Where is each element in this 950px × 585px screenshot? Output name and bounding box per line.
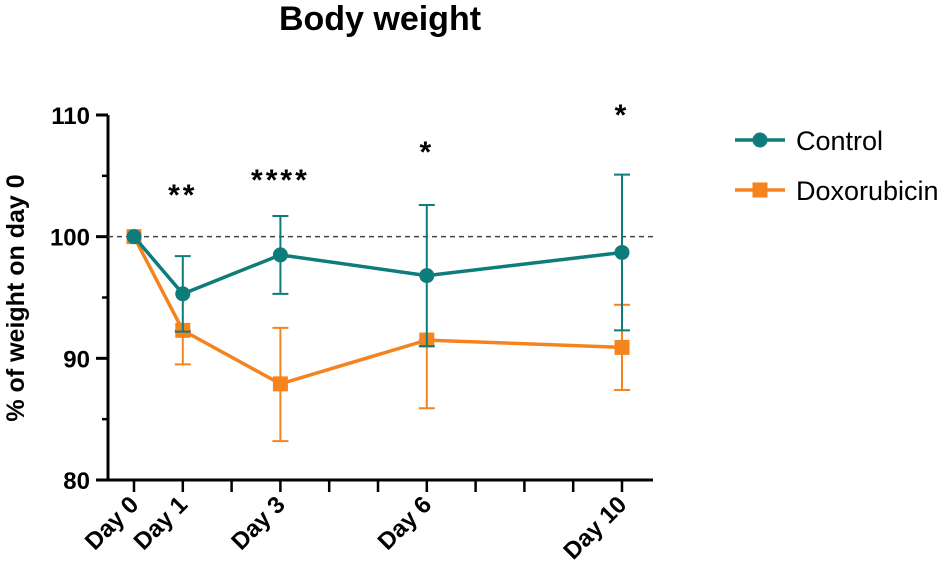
legend-marker [752,182,768,198]
x-tick-label: Day 3 [226,491,290,555]
y-tick-label-90: 90 [63,346,90,373]
x-tick-label: Day 6 [373,491,437,555]
significance-label: ** [168,179,197,212]
legend: Control Doxorubicin [735,126,939,206]
series-control [126,173,630,348]
y-tick-label-110: 110 [51,103,90,130]
y-tick-label-100: 100 [50,225,90,252]
data-point [272,247,288,263]
data-point [614,339,630,355]
chart-title: Body weight [279,0,481,38]
significance-label: * [419,136,434,169]
x-tick-label: Day 1 [129,491,193,555]
series-group [126,173,630,443]
data-point [175,286,191,302]
significance-label: * [615,99,630,132]
x-tick-label: Day 0 [80,491,144,555]
significance-label: **** [251,164,310,197]
data-point [419,268,435,284]
x-tick-label: Day 10 [558,491,632,565]
series-line [132,235,623,386]
data-point [126,229,142,245]
legend-marker [752,132,768,148]
y-tick-label-80: 80 [63,468,90,495]
data-point [614,244,630,260]
data-point [272,376,288,392]
y-axis-label: % of weight on day 0 [2,174,30,421]
significance-annotations: ** ****** [168,99,630,212]
series-line [132,235,623,296]
legend-label: Doxorubicin [796,176,939,206]
legend-item-doxorubicin: Doxorubicin [735,176,939,206]
legend-item-control: Control [735,126,883,156]
legend-label: Control [796,126,883,156]
